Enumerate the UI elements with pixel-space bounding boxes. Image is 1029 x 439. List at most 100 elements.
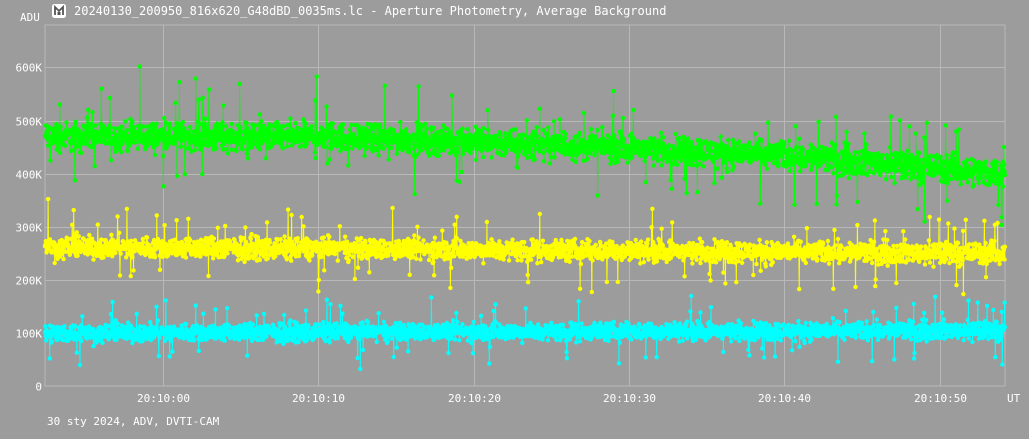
data-point [944, 198, 950, 203]
data-point [300, 134, 306, 139]
data-point [884, 177, 889, 182]
data-point [64, 120, 69, 125]
data-point [680, 153, 685, 158]
data-point [373, 250, 378, 255]
data-point [958, 262, 964, 267]
data-point [907, 124, 912, 129]
data-point [504, 149, 509, 154]
data-point [870, 162, 875, 168]
data-point [186, 216, 191, 221]
data-point [396, 238, 401, 244]
app-logo-icon[interactable] [52, 4, 66, 18]
data-point [754, 261, 759, 267]
data-point [778, 144, 783, 150]
data-point [341, 122, 346, 127]
data-point [129, 238, 134, 243]
data-point [948, 157, 953, 162]
data-point [917, 259, 922, 264]
data-point [915, 206, 920, 212]
data-point [908, 177, 913, 182]
data-point [347, 252, 352, 258]
data-point [293, 120, 298, 126]
data-point [205, 243, 210, 248]
data-point [797, 286, 802, 292]
data-point [666, 142, 671, 148]
data-point [811, 151, 817, 156]
data-point [707, 271, 712, 277]
data-point [642, 158, 647, 164]
data-point [556, 143, 561, 148]
data-point [455, 150, 460, 155]
data-point [43, 324, 48, 329]
data-point [835, 156, 840, 161]
data-point [844, 129, 849, 135]
data-point [953, 150, 958, 156]
data-point [200, 95, 205, 101]
data-point [625, 160, 631, 165]
data-point [638, 239, 644, 244]
data-point [87, 121, 92, 127]
data-point [711, 149, 716, 154]
data-point [982, 218, 987, 223]
data-point [159, 136, 164, 141]
data-point [692, 158, 697, 163]
data-point [803, 260, 808, 266]
data-point [174, 173, 180, 179]
data-point [358, 235, 364, 241]
data-point [909, 249, 914, 254]
data-point [223, 123, 229, 129]
data-point [932, 172, 938, 177]
data-point [253, 252, 259, 257]
data-point [289, 212, 294, 218]
data-point [131, 125, 137, 130]
data-point [976, 180, 981, 186]
data-point [101, 255, 106, 260]
data-point [229, 147, 234, 152]
data-point [834, 202, 839, 207]
data-point [944, 257, 949, 262]
data-point [758, 201, 763, 206]
data-point [873, 277, 878, 282]
data-point [419, 148, 424, 153]
data-point [463, 133, 468, 138]
data-point [610, 142, 615, 147]
data-point [648, 151, 653, 156]
data-point [136, 129, 141, 134]
data-point [223, 147, 228, 152]
data-point [432, 148, 437, 153]
data-point [259, 119, 264, 124]
data-point [429, 151, 434, 156]
data-point [197, 121, 202, 127]
data-point [651, 156, 656, 161]
data-point [128, 273, 133, 279]
data-point [149, 141, 154, 146]
data-point [473, 124, 478, 129]
data-point [567, 259, 572, 264]
data-point [963, 217, 968, 222]
data-point [264, 140, 269, 145]
data-point [793, 124, 798, 129]
data-point [525, 155, 530, 160]
data-point [346, 163, 351, 168]
data-point [348, 141, 353, 146]
data-point [780, 155, 785, 160]
data-point [614, 146, 619, 151]
data-point [286, 248, 291, 253]
data-point [301, 224, 306, 229]
data-point [336, 137, 341, 142]
data-point [570, 142, 575, 148]
data-point [220, 120, 225, 125]
data-point [751, 272, 756, 278]
data-point [620, 243, 626, 248]
data-point [124, 206, 130, 212]
data-point [161, 128, 166, 133]
data-point [45, 131, 50, 137]
data-point [204, 125, 209, 131]
data-point [853, 284, 858, 290]
data-point [926, 238, 932, 243]
data-point [431, 125, 436, 130]
data-point [528, 148, 533, 154]
data-point [62, 143, 68, 148]
data-point [161, 184, 166, 189]
data-point [682, 176, 687, 181]
